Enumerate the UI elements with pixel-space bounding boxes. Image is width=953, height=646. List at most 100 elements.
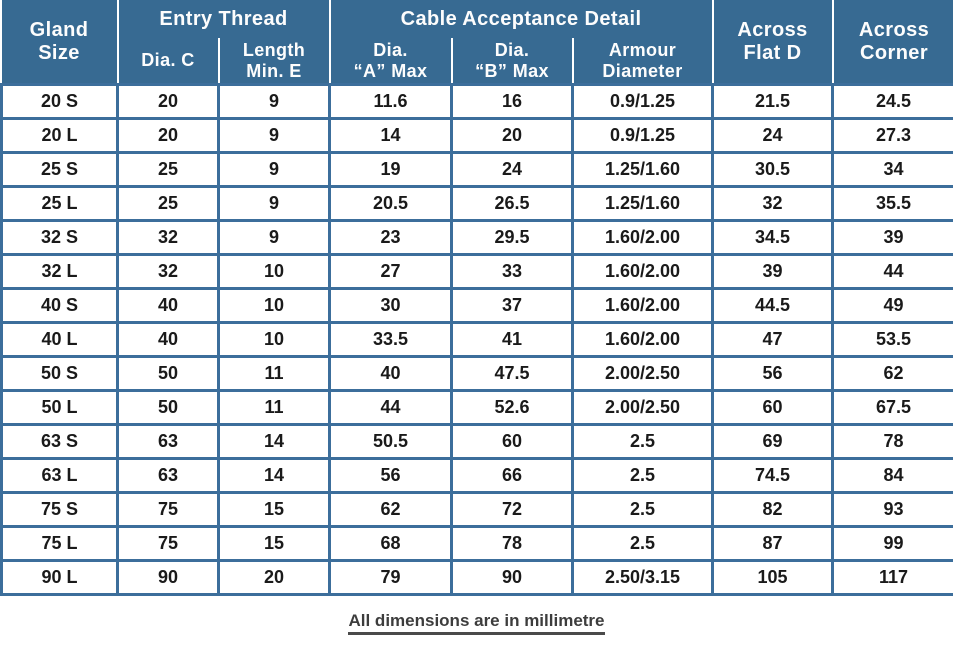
value-cell: 29.5 — [450, 219, 575, 256]
value-cell: 20 — [116, 117, 220, 154]
gland-size-cell: 75 L — [0, 525, 119, 562]
value-cell: 33 — [450, 253, 575, 290]
gland-size-cell: 50 L — [0, 389, 119, 426]
value-cell: 50 — [116, 389, 220, 426]
value-cell: 35.5 — [831, 185, 953, 222]
table-row: 32 L 32 10 27 33 1.60/2.00 39 44 — [0, 253, 953, 290]
value-cell: 60 — [450, 423, 575, 460]
value-cell: 2.5 — [571, 525, 715, 562]
gland-size-cell: 75 S — [0, 491, 119, 528]
value-cell: 11 — [216, 355, 332, 392]
value-cell: 15 — [216, 491, 332, 528]
table-row: 40 L 40 10 33.5 41 1.60/2.00 47 53.5 — [0, 321, 953, 358]
value-cell: 2.00/2.50 — [571, 355, 715, 392]
table-row: 50 L 50 11 44 52.6 2.00/2.50 60 67.5 — [0, 389, 953, 426]
value-cell: 84 — [831, 457, 953, 494]
gland-size-cell: 63 L — [0, 457, 119, 494]
value-cell: 1.25/1.60 — [571, 185, 715, 222]
value-cell: 20 — [450, 117, 575, 154]
table-row: 20 S 20 9 11.6 16 0.9/1.25 21.5 24.5 — [0, 83, 953, 120]
value-cell: 60 — [711, 389, 835, 426]
value-cell: 34 — [831, 151, 953, 188]
table-row: 75 L 75 15 68 78 2.5 87 99 — [0, 525, 953, 562]
value-cell: 53.5 — [831, 321, 953, 358]
value-cell: 78 — [831, 423, 953, 460]
value-cell: 52.6 — [450, 389, 575, 426]
gland-size-cell: 63 S — [0, 423, 119, 460]
value-cell: 78 — [450, 525, 575, 562]
value-cell: 16 — [450, 83, 575, 120]
value-cell: 1.60/2.00 — [571, 287, 715, 324]
value-cell: 47 — [711, 321, 835, 358]
value-cell: 72 — [450, 491, 575, 528]
value-cell: 9 — [216, 185, 332, 222]
footer-note: All dimensions are in millimetre — [0, 611, 953, 635]
value-cell: 105 — [711, 559, 835, 596]
table-row: 63 L 63 14 56 66 2.5 74.5 84 — [0, 457, 953, 494]
value-cell: 9 — [216, 83, 332, 120]
value-cell: 14 — [216, 423, 332, 460]
value-cell: 69 — [711, 423, 835, 460]
value-cell: 40 — [116, 287, 220, 324]
value-cell: 44 — [328, 389, 454, 426]
value-cell: 23 — [328, 219, 454, 256]
gland-size-cell: 25 L — [0, 185, 119, 222]
header-dia-a-max: Dia. “A” Max — [328, 38, 452, 85]
value-cell: 87 — [711, 525, 835, 562]
value-cell: 2.5 — [571, 457, 715, 494]
value-cell: 56 — [711, 355, 835, 392]
header-entry-thread: Entry Thread — [116, 0, 330, 38]
value-cell: 14 — [216, 457, 332, 494]
value-cell: 44.5 — [711, 287, 835, 324]
value-cell: 32 — [711, 185, 835, 222]
header-gland-size: Gland Size — [1, 0, 118, 85]
header-dia-b-max: Dia. “B” Max — [450, 38, 573, 85]
value-cell: 63 — [116, 457, 220, 494]
value-cell: 20.5 — [328, 185, 454, 222]
value-cell: 2.50/3.15 — [571, 559, 715, 596]
gland-size-cell: 90 L — [0, 559, 119, 596]
value-cell: 32 — [116, 253, 220, 290]
value-cell: 0.9/1.25 — [571, 83, 715, 120]
value-cell: 14 — [328, 117, 454, 154]
value-cell: 117 — [831, 559, 953, 596]
value-cell: 15 — [216, 525, 332, 562]
value-cell: 90 — [450, 559, 575, 596]
value-cell: 56 — [328, 457, 454, 494]
gland-size-cell: 40 L — [0, 321, 119, 358]
header-across-flat-d: Across Flat D — [711, 0, 833, 85]
gland-size-cell: 32 S — [0, 219, 119, 256]
value-cell: 99 — [831, 525, 953, 562]
value-cell: 40 — [328, 355, 454, 392]
value-cell: 75 — [116, 525, 220, 562]
value-cell: 30 — [328, 287, 454, 324]
value-cell: 62 — [328, 491, 454, 528]
gland-size-cell: 25 S — [0, 151, 119, 188]
value-cell: 11 — [216, 389, 332, 426]
value-cell: 32 — [116, 219, 220, 256]
value-cell: 30.5 — [711, 151, 835, 188]
value-cell: 2.5 — [571, 423, 715, 460]
gland-size-cell: 20 S — [0, 83, 119, 120]
header-cable-acceptance-detail: Cable Acceptance Detail — [328, 0, 713, 38]
table-row: 25 L 25 9 20.5 26.5 1.25/1.60 32 35.5 — [0, 185, 953, 222]
value-cell: 1.25/1.60 — [571, 151, 715, 188]
value-cell: 20 — [116, 83, 220, 120]
value-cell: 50 — [116, 355, 220, 392]
header-armour-diameter: Armour Diameter — [571, 38, 713, 85]
value-cell: 41 — [450, 321, 575, 358]
value-cell: 67.5 — [831, 389, 953, 426]
value-cell: 74.5 — [711, 457, 835, 494]
value-cell: 49 — [831, 287, 953, 324]
footer-note-text: All dimensions are in millimetre — [348, 611, 605, 635]
value-cell: 0.9/1.25 — [571, 117, 715, 154]
gland-size-cell: 20 L — [0, 117, 119, 154]
value-cell: 2.5 — [571, 491, 715, 528]
value-cell: 9 — [216, 117, 332, 154]
value-cell: 79 — [328, 559, 454, 596]
value-cell: 10 — [216, 253, 332, 290]
value-cell: 44 — [831, 253, 953, 290]
gland-size-cell: 32 L — [0, 253, 119, 290]
value-cell: 24 — [711, 117, 835, 154]
value-cell: 50.5 — [328, 423, 454, 460]
